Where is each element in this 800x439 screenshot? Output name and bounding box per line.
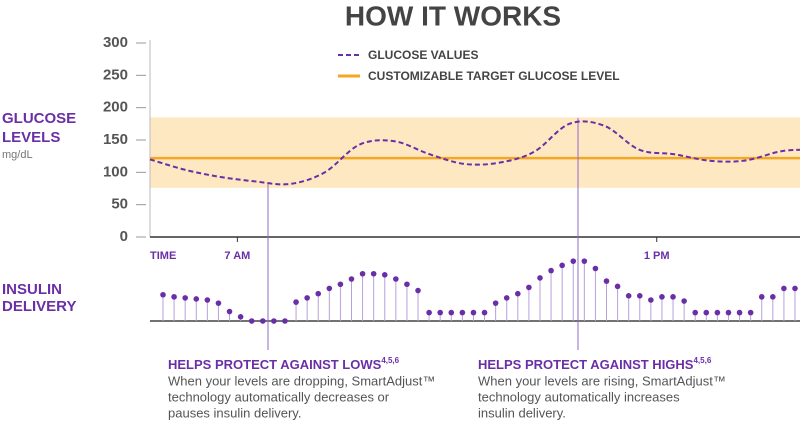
y-unit: mg/dL	[2, 149, 33, 161]
x-tick-label: 7 AM	[224, 250, 250, 262]
insulin-dot	[315, 290, 322, 297]
annotation-superscript: 4,5,6	[381, 356, 399, 365]
insulin-dot	[404, 281, 410, 288]
insulin-dot	[537, 275, 543, 281]
insulin-dot	[470, 309, 477, 316]
insulin-dot	[259, 318, 266, 324]
legend-label: GLUCOSE VALUES	[368, 48, 478, 62]
annotation-text: When your levels are rising, SmartAdjust…	[478, 373, 726, 388]
annotation-title: HELPS PROTECT AGAINST LOWS4,5,6	[168, 356, 400, 372]
y-tick-label: 150	[103, 131, 128, 148]
insulin-dot	[503, 295, 510, 301]
insulin-dot	[171, 294, 177, 300]
insulin-dot	[226, 308, 233, 315]
insulin-dot	[758, 294, 765, 300]
insulin-dot	[437, 309, 443, 316]
insulin-dot	[703, 309, 710, 316]
insulin-dot	[681, 298, 687, 304]
legend-label: CUSTOMIZABLE TARGET GLUCOSE LEVEL	[368, 69, 620, 83]
y-tick-label: 0	[120, 228, 128, 245]
insulin-dot	[670, 294, 676, 300]
insulin-dot	[692, 309, 699, 316]
insulin-dot	[747, 309, 754, 316]
insulin-dot	[248, 318, 255, 324]
insulin-dot	[581, 258, 588, 264]
annotation-title-text: HELPS PROTECT AGAINST HIGHS	[478, 357, 694, 372]
insulin-dot	[459, 309, 466, 316]
insulin-dot	[603, 278, 610, 284]
annotation-title-text: HELPS PROTECT AGAINST LOWS	[168, 357, 382, 372]
insulin-dot	[781, 285, 787, 292]
annotation-text: pauses insulin delivery.	[168, 405, 301, 420]
y-label: LEVELS	[2, 129, 60, 146]
annotation-text: insulin delivery.	[478, 405, 566, 420]
insulin-dot	[271, 318, 277, 324]
insulin-dot	[648, 297, 654, 303]
insulin-dot	[559, 262, 565, 269]
insulin-dot	[415, 287, 421, 294]
insulin-dot	[770, 294, 776, 300]
insulin-label: INSULIN	[2, 281, 62, 298]
y-tick-label: 100	[103, 163, 128, 180]
y-tick-label: 300	[103, 34, 128, 51]
insulin-dot	[381, 272, 388, 278]
insulin-dot	[636, 293, 643, 299]
insulin-dot	[370, 270, 377, 277]
insulin-dot	[448, 309, 455, 316]
y-tick-label: 200	[103, 99, 128, 116]
target-range	[150, 117, 800, 188]
insulin-dot	[481, 309, 488, 316]
insulin-label: DELIVERY	[2, 298, 76, 315]
insulin-dot	[282, 318, 288, 324]
insulin-dot	[614, 283, 621, 290]
y-tick-label: 50	[111, 196, 128, 213]
insulin-dot	[193, 296, 200, 302]
insulin-dot	[659, 294, 665, 300]
insulin-dot	[714, 309, 721, 316]
insulin-dot	[293, 299, 299, 305]
title: HOW IT WORKS	[345, 0, 561, 31]
insulin-dot	[592, 265, 599, 272]
x-tick-label: 1 PM	[644, 250, 670, 262]
y-tick-label: 250	[103, 66, 128, 83]
insulin-dot	[337, 281, 344, 288]
insulin-dot	[515, 290, 521, 297]
insulin-dot	[204, 297, 211, 303]
insulin-dot	[625, 293, 632, 299]
insulin-dot	[570, 258, 577, 264]
annotation-text: When your levels are dropping, SmartAdju…	[168, 373, 435, 388]
insulin-dot	[426, 309, 432, 316]
annotation-text: technology automatically increases	[478, 389, 680, 404]
insulin-dot	[792, 285, 798, 292]
insulin-dot	[526, 284, 532, 291]
insulin-dot	[215, 300, 222, 306]
y-label: GLUCOSE	[2, 110, 76, 127]
insulin-dot	[326, 285, 333, 292]
annotation-text: technology automatically decreases or	[168, 389, 390, 404]
insulin-dot	[359, 270, 366, 277]
insulin-dot	[304, 295, 310, 301]
glucose-line	[149, 120, 800, 186]
insulin-dot	[736, 309, 743, 316]
insulin-dot	[725, 309, 732, 316]
insulin-dot	[237, 314, 244, 320]
insulin-dot	[492, 300, 499, 306]
insulin-dot	[393, 276, 399, 282]
annotation-superscript: 4,5,6	[693, 356, 711, 365]
annotation-title: HELPS PROTECT AGAINST HIGHS4,5,6	[478, 356, 712, 372]
insulin-dot	[548, 267, 554, 274]
x-label: TIME	[150, 250, 176, 262]
insulin-dot	[348, 276, 355, 282]
insulin-dot	[182, 295, 188, 301]
insulin-dot	[160, 291, 166, 298]
